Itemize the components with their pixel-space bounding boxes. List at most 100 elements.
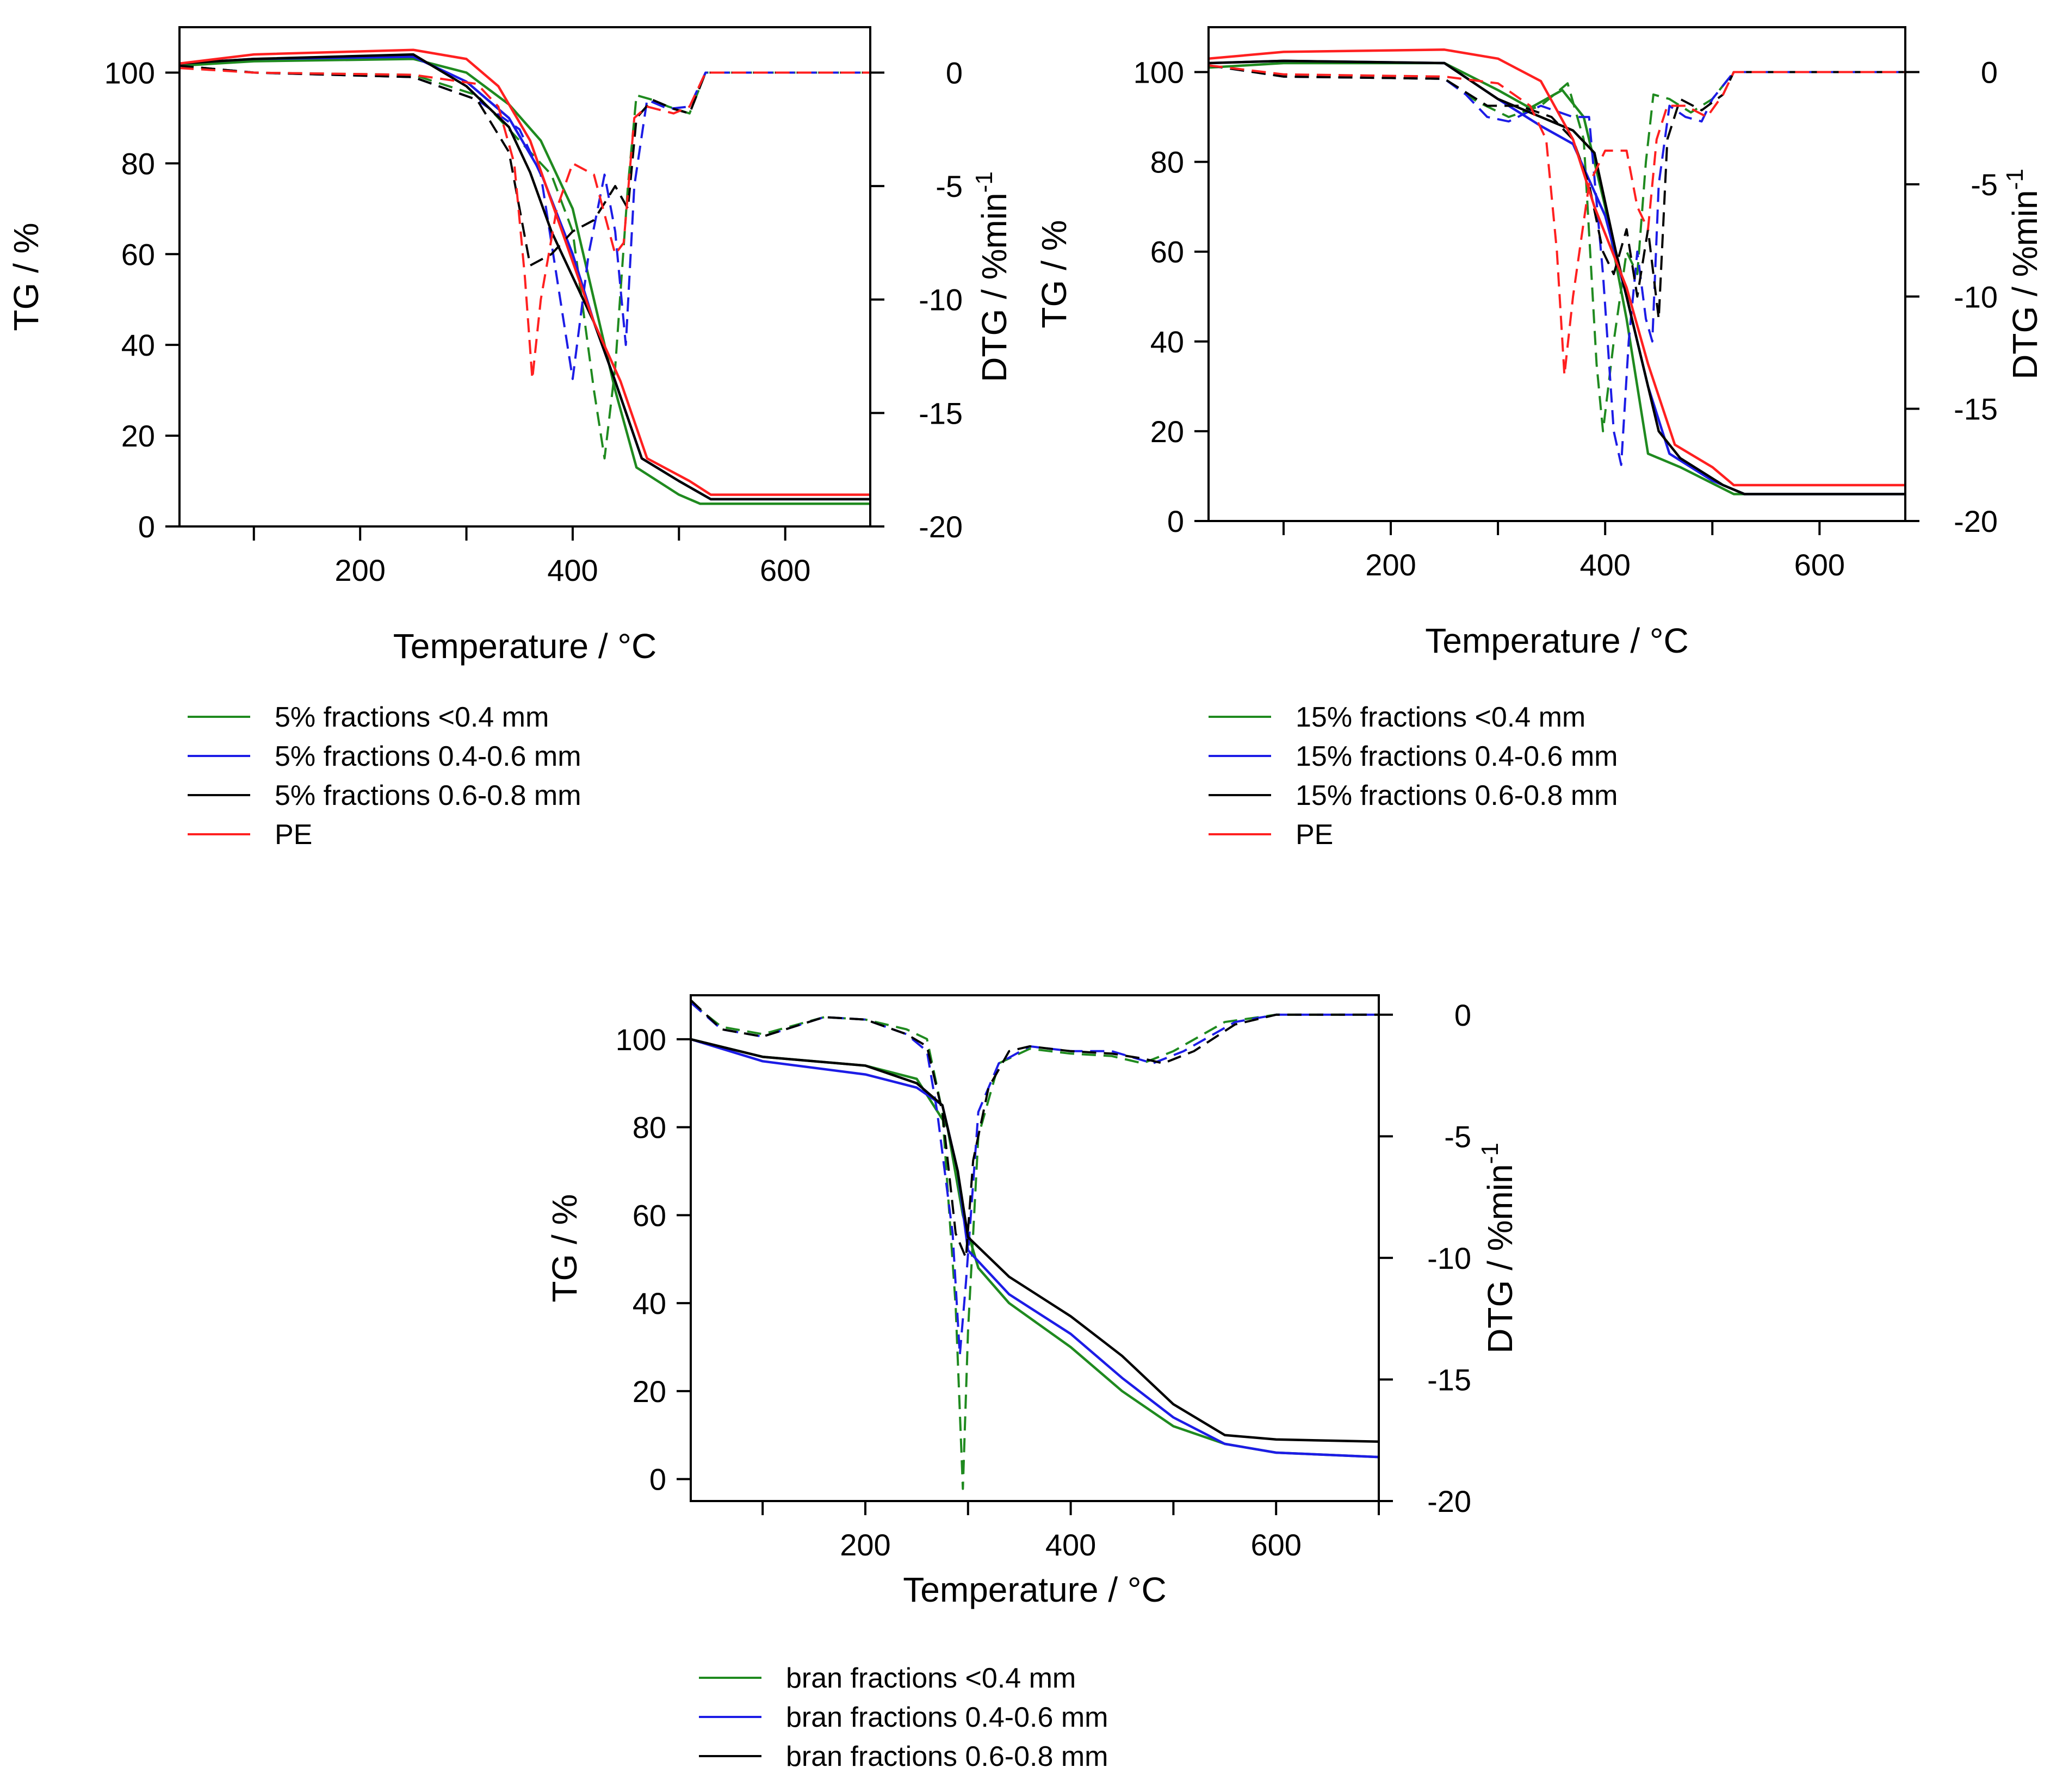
x-tick-label-top-left: 200	[334, 553, 385, 587]
legend-top-right: 15% fractions <0.4 mm 15% fractions 0.4-0…	[1209, 702, 1618, 851]
tg-line-top-right-3	[1209, 48, 1905, 487]
plot-frame-top-right	[1207, 26, 1906, 522]
y2-tick-label-top-left: -5	[936, 169, 963, 203]
y-tick-label-bottom-center: 0	[649, 1462, 666, 1497]
y2-axis-title-superscript: -1	[971, 171, 998, 193]
legend-label-top-left: 5% fractions <0.4 mm	[275, 702, 549, 733]
dtg-line-top-right-1	[1209, 64, 1905, 466]
y2-tick-label-bottom-center: -15	[1427, 1362, 1471, 1397]
y2-tick-label-top-right: -10	[1954, 280, 1998, 314]
legend-top-left: 5% fractions <0.4 mm 5% fractions 0.4-0.6…	[188, 702, 581, 851]
legend-label-top-right: 15% fractions 0.6-0.8 mm	[1296, 780, 1618, 811]
tg-line-top-right-0	[1209, 61, 1905, 495]
y-tick-label-bottom-center: 40	[633, 1286, 666, 1320]
y2-axis-title-top-right: DTG / %min-1	[2002, 169, 2045, 380]
y2-axis-title-superscript: -1	[2002, 169, 2028, 190]
legend-label-top-right: 15% fractions <0.4 mm	[1296, 702, 1585, 733]
legend-label-top-left: PE	[275, 819, 312, 851]
x-tick-label-bottom-center: 600	[1250, 1528, 1301, 1562]
y-axis-title-top-left: TG / %	[7, 222, 46, 331]
curves-top-left	[179, 48, 870, 505]
x-tick-label-top-right: 400	[1579, 548, 1630, 582]
y-tick-label-top-left: 40	[121, 328, 155, 362]
tg-line-bottom-center-1	[691, 1038, 1379, 1459]
legend-label-top-left: 5% fractions 0.4-0.6 mm	[275, 741, 581, 772]
y-axis-title-top-right: TG / %	[1034, 220, 1074, 328]
y2-tick-label-top-left: -15	[919, 396, 963, 430]
x-axis-title-top-right: Temperature / °C	[1425, 621, 1688, 660]
y-tick-label-bottom-center: 20	[633, 1374, 666, 1409]
y-tick-label-top-right: 100	[1133, 55, 1184, 90]
y-tick-label-bottom-center: 80	[633, 1111, 666, 1145]
chart-panel-top-left: 200 400 600 0 20 40 60 80 100 0 -5 -10 -15 -20 Tempera…	[7, 26, 1014, 851]
y-tick-label-top-right: 0	[1167, 504, 1184, 538]
chart-panel-top-right: 200 400 600 0 20 40 60 80 100 0 -5 -10 -15 -20 Tempera…	[1034, 26, 2045, 851]
y-tick-label-top-right: 20	[1150, 414, 1184, 449]
x-tick-label-top-right: 600	[1794, 548, 1845, 582]
y-axis-title-bottom-center: TG / %	[545, 1194, 584, 1302]
dtg-line-bottom-center-2	[691, 999, 1379, 1259]
legend-bottom-center: bran fractions <0.4 mm bran fractions 0.4…	[699, 1663, 1108, 1772]
legend-label-top-right: 15% fractions 0.4-0.6 mm	[1296, 741, 1618, 772]
y2-axis-title-top-left: DTG / %min-1	[971, 171, 1014, 382]
tg-line-top-left-0	[179, 58, 870, 505]
tg-line-top-right-2	[1209, 59, 1905, 495]
curves-top-right	[1209, 48, 1905, 495]
y2-tick-label-top-right: -15	[1954, 392, 1998, 426]
y2-tick-label-top-left: -10	[919, 283, 963, 317]
legend-label-bottom-center: bran fractions <0.4 mm	[786, 1663, 1076, 1694]
legend-label-top-left: 5% fractions 0.6-0.8 mm	[275, 780, 581, 811]
x-tick-label-bottom-center: 400	[1045, 1528, 1096, 1562]
chart-panel-bottom-center: 200 400 600 0 20 40 60 80 100 0 -5 -10 -15 -20 Tempera…	[545, 994, 1520, 1772]
curves-bottom-center	[691, 999, 1379, 1490]
y2-tick-label-bottom-center: -10	[1427, 1241, 1471, 1275]
x-axis-title-top-left: Temperature / °C	[393, 627, 656, 666]
y2-tick-label-top-left: 0	[946, 55, 963, 90]
y-tick-label-bottom-center: 60	[633, 1198, 666, 1232]
tg-line-bottom-center-0	[691, 1038, 1379, 1459]
y2-axis-title-main: DTG / %min	[1480, 1164, 1520, 1353]
x-tick-label-bottom-center: 200	[840, 1528, 890, 1562]
y2-axis-title-bottom-center: DTG / %min-1	[1477, 1143, 1520, 1354]
tg-line-top-right-1	[1209, 59, 1905, 495]
y-tick-label-top-right: 40	[1150, 325, 1184, 359]
y-tick-label-top-left: 100	[104, 55, 155, 90]
y-tick-label-top-left: 0	[138, 510, 155, 544]
x-axis-title-bottom-center: Temperature / °C	[903, 1570, 1166, 1609]
y2-tick-label-bottom-center: -20	[1427, 1484, 1471, 1518]
dtg-line-top-left-1	[179, 64, 870, 380]
y-tick-label-bottom-center: 100	[616, 1022, 666, 1057]
dtg-line-bottom-center-0	[691, 1001, 1379, 1490]
y-tick-label-top-left: 60	[121, 237, 155, 271]
y2-tick-label-top-right: 0	[1981, 55, 1998, 90]
dtg-line-top-left-0	[179, 64, 870, 460]
x-tick-label-top-left: 600	[760, 553, 810, 587]
plot-frame-top-left	[178, 26, 871, 528]
legend-label-bottom-center: bran fractions 0.4-0.6 mm	[786, 1702, 1108, 1733]
y2-axis-title-main: DTG / %min	[975, 193, 1014, 382]
x-tick-label-top-right: 200	[1365, 548, 1416, 582]
tg-line-top-left-2	[179, 53, 870, 501]
dtg-line-top-right-2	[1209, 64, 1905, 320]
y-tick-label-top-right: 80	[1150, 145, 1184, 179]
y2-tick-label-bottom-center: -5	[1444, 1119, 1471, 1154]
y-tick-label-top-left: 20	[121, 419, 155, 453]
dtg-line-top-left-2	[179, 64, 870, 267]
x-tick-label-top-left: 400	[547, 553, 598, 587]
y2-axis-title-main: DTG / %min	[2005, 190, 2045, 379]
y2-tick-label-top-right: -20	[1954, 504, 1998, 538]
y2-tick-label-top-right: -5	[1971, 168, 1998, 202]
dtg-line-top-left-3	[179, 67, 870, 380]
y-tick-label-top-left: 80	[121, 146, 155, 181]
y-tick-label-top-right: 60	[1150, 235, 1184, 269]
legend-label-top-right: PE	[1296, 819, 1333, 851]
dtg-line-top-right-0	[1209, 64, 1905, 432]
dtg-line-bottom-center-1	[691, 1001, 1379, 1356]
tg-line-bottom-center-2	[691, 1038, 1379, 1443]
tg-line-top-left-3	[179, 48, 870, 496]
dtg-line-top-right-3	[1209, 64, 1905, 376]
plot-frame-bottom-center	[690, 994, 1380, 1502]
y2-tick-label-top-left: -20	[919, 510, 963, 544]
legend-label-bottom-center: bran fractions 0.6-0.8 mm	[786, 1741, 1108, 1772]
